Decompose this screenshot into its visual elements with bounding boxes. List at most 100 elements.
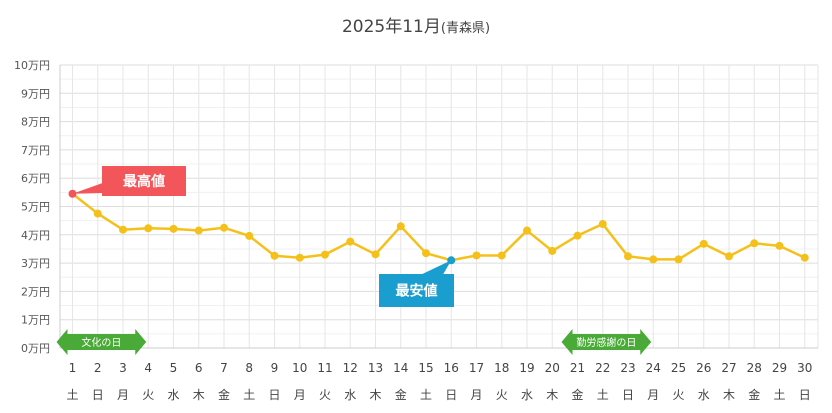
x-tick-label: 5 [170, 361, 178, 375]
weekday-label: 日 [799, 388, 811, 402]
min-callout: 最安値 [379, 260, 454, 307]
data-point [169, 224, 178, 233]
y-tick-label: 7万円 [21, 144, 50, 157]
x-tick-label: 20 [545, 361, 560, 375]
x-tick-label: 10 [292, 361, 307, 375]
y-tick-label: 10万円 [14, 59, 50, 72]
weekday-label: 木 [193, 388, 205, 402]
chart-title-region: (青森県) [441, 21, 490, 36]
holiday-arrow [561, 329, 652, 355]
x-tick-label: 8 [245, 361, 253, 375]
x-tick-label: 22 [595, 361, 610, 375]
data-point [497, 251, 506, 260]
chart-title-main: 2025年11月 [342, 17, 441, 37]
data-point [523, 226, 531, 235]
holiday-markers: 文化の日 勤労感謝の日 [56, 329, 652, 355]
weekday-label: 木 [723, 388, 735, 402]
holiday-arrow [56, 329, 147, 355]
data-point [598, 220, 607, 229]
data-point [396, 222, 405, 231]
weekday-label: 土 [597, 388, 609, 402]
data-point [194, 226, 203, 235]
data-point [472, 251, 481, 260]
x-tick-label: 6 [195, 361, 203, 375]
data-point [270, 251, 279, 260]
x-tick-label: 12 [343, 361, 358, 375]
data-point [144, 224, 153, 233]
x-tick-label: 19 [519, 361, 534, 375]
weekday-label: 火 [142, 388, 154, 402]
weekday-label: 水 [344, 388, 356, 402]
min-callout-label: 最安値 [396, 283, 438, 300]
x-tick-label: 15 [418, 361, 433, 375]
data-point [93, 209, 102, 218]
price-series [68, 189, 809, 265]
x-tick-label: 14 [393, 361, 408, 375]
weekday-label: 水 [167, 388, 179, 402]
data-point [649, 255, 658, 264]
weekday-label: 月 [470, 388, 482, 402]
data-point [699, 239, 708, 248]
weekday-label: 月 [294, 388, 306, 402]
y-tick-label: 2万円 [21, 285, 50, 298]
data-point [321, 250, 329, 259]
weekday-label: 日 [92, 388, 104, 402]
x-axis: 1土2日3月4火5水6木7金8土9日10月11火12水13木14金15土16日1… [66, 361, 812, 402]
x-tick-label: 9 [271, 361, 279, 375]
grid [59, 64, 819, 349]
weekday-label: 水 [521, 388, 533, 402]
x-tick-label: 21 [570, 361, 585, 375]
min-callout-pointer [420, 260, 452, 275]
x-tick-label: 4 [144, 361, 152, 375]
weekday-label: 月 [647, 388, 659, 402]
weekday-label: 木 [546, 388, 558, 402]
data-point [725, 252, 733, 261]
data-point [245, 231, 254, 240]
weekday-label: 火 [319, 388, 331, 402]
x-tick-label: 1 [69, 361, 77, 375]
weekday-label: 金 [395, 387, 407, 402]
weekday-label: 土 [66, 388, 78, 402]
weekday-label: 日 [268, 388, 280, 402]
min-callout-box [379, 274, 454, 307]
y-axis: 0万円 1万円 2万円 3万円 4万円 5万円 6万円 7万円 8万円 9万円 10万円 [14, 59, 50, 355]
x-tick-label: 7 [220, 361, 228, 375]
x-tick-label: 24 [646, 361, 661, 375]
y-tick-label: 9万円 [21, 87, 50, 100]
x-tick-label: 11 [317, 361, 332, 375]
x-tick-label: 13 [368, 361, 383, 375]
y-tick-label: 0万円 [21, 342, 50, 355]
data-point [371, 250, 380, 259]
data-point [422, 249, 430, 258]
y-tick-label: 3万円 [21, 257, 50, 270]
holiday-label: 勤労感謝の日 [576, 336, 636, 349]
x-tick-label: 30 [797, 361, 812, 375]
weekday-label: 火 [496, 388, 508, 402]
weekday-label: 日 [622, 388, 634, 402]
holiday-label: 文化の日 [81, 336, 121, 349]
x-tick-label: 18 [494, 361, 509, 375]
weekday-label: 金 [571, 387, 583, 402]
weekday-label: 月 [117, 388, 129, 402]
data-point [750, 239, 759, 248]
weekday-label: 火 [672, 388, 684, 402]
x-tick-label: 25 [671, 361, 686, 375]
x-tick-label: 3 [119, 361, 127, 375]
data-point [220, 223, 228, 232]
max-callout-label: 最高値 [123, 173, 165, 190]
max-callout-box [102, 166, 186, 196]
max-callout-pointer [72, 182, 104, 194]
x-tick-label: 16 [444, 361, 459, 375]
x-tick-label: 27 [721, 361, 736, 375]
weekday-label: 金 [218, 387, 230, 402]
y-tick-label: 1万円 [21, 314, 50, 327]
x-tick-label: 26 [696, 361, 711, 375]
chart-title: 2025年11月(青森県) [342, 17, 490, 37]
y-tick-label: 5万円 [21, 201, 50, 214]
y-tick-label: 4万円 [21, 229, 50, 242]
weekday-label: 日 [445, 388, 457, 402]
series-line [71, 192, 806, 262]
weekday-label: 土 [420, 388, 432, 402]
